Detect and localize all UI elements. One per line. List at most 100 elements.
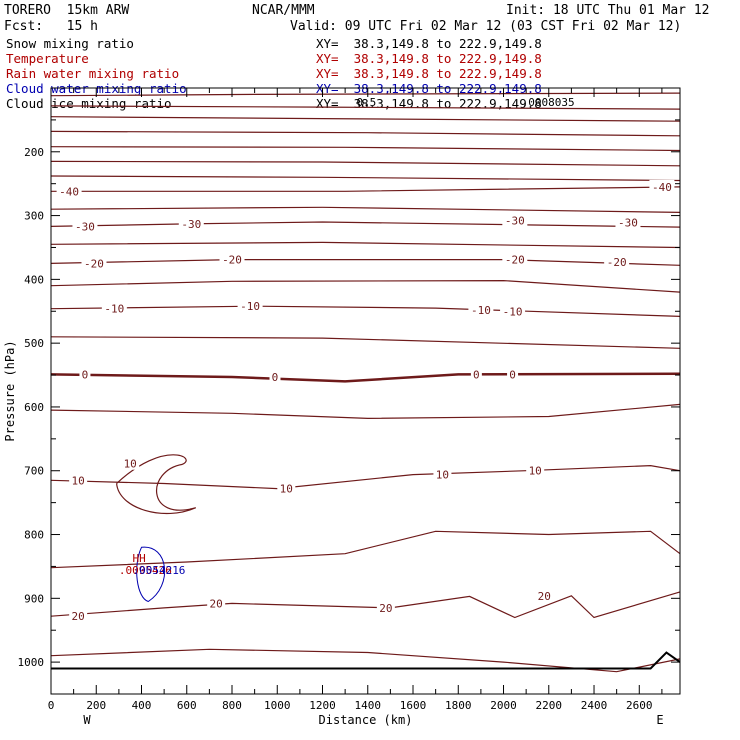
contour-label-bg [502, 213, 528, 227]
contour-label-bg [433, 467, 452, 481]
legend-item-0: Snow mixing ratio [6, 36, 134, 51]
annotation-label: .0095426 [119, 564, 172, 577]
init-time: Init: 18 UTC Thu 01 Mar 12 [506, 3, 710, 18]
contour-label: 10 [436, 469, 449, 482]
model-title: TORERO 15km ARW [4, 3, 130, 18]
contour-label-bg [604, 255, 630, 269]
x-tick-label: 600 [177, 699, 197, 712]
annotation-label: .0054216 [132, 564, 185, 577]
east-label: E [656, 713, 663, 727]
x-tick-label: 0 [48, 699, 55, 712]
contour-line [50, 259, 681, 266]
contour-label-bg [376, 600, 395, 614]
annotation-label: .0008035 [522, 96, 575, 109]
legend-item-2: Rain water mixing ratio [6, 66, 180, 81]
contour-label: 0 [509, 368, 516, 381]
contour-line [50, 146, 681, 152]
contour-label-bg [121, 456, 140, 470]
contour-label-bg [237, 299, 263, 313]
contour-label-bg [470, 367, 482, 381]
x-tick-label: 2200 [536, 699, 563, 712]
contour-label: -10 [503, 305, 523, 318]
contour-label: -10 [240, 300, 260, 313]
contour-label: -20 [607, 256, 627, 269]
contour-label-bg [649, 179, 675, 193]
contour-label: 10 [280, 483, 293, 496]
contour-label-bg [535, 588, 554, 602]
contour-line [50, 591, 681, 619]
contour-label: 20 [538, 590, 551, 603]
x-tick-label: 1800 [445, 699, 472, 712]
contour-label-bg [69, 473, 88, 487]
contour-label: 10 [72, 474, 85, 487]
cloud-water-contour [136, 546, 165, 603]
contour-label-bg [81, 256, 107, 270]
contour-label-bg [269, 369, 281, 383]
contour-line [50, 175, 681, 182]
contour-label: -20 [84, 257, 104, 270]
west-label: W [83, 713, 91, 727]
y-tick-label: 600 [24, 401, 44, 414]
contour-line [50, 160, 681, 167]
legend-item-4: Cloud ice mixing ratio [6, 96, 172, 111]
contour-line [50, 105, 681, 110]
legend-xy-0: XY= 38.3,149.8 to 222.9,149.8 [316, 36, 542, 51]
contour-line [50, 305, 681, 317]
valid-time: Valid: 09 UTC Fri 02 Mar 12 (03 CST Fri … [290, 19, 682, 34]
contour-label-bg [72, 219, 98, 233]
x-tick-label: 1000 [264, 699, 291, 712]
contour-label-bg [468, 302, 494, 316]
contour-label-bg [101, 301, 127, 315]
terrain-line [51, 651, 681, 670]
y-tick-label: 200 [24, 146, 44, 159]
contour-label: 0 [473, 368, 480, 381]
contour-label: -20 [222, 254, 242, 267]
x-tick-label: 1600 [400, 699, 427, 712]
contour-line [50, 530, 681, 569]
contour-loop [116, 454, 197, 515]
x-tick-label: 2400 [581, 699, 608, 712]
contour-label: 10 [124, 458, 137, 471]
forecast-hour: Fcst: 15 h [4, 19, 98, 34]
contour-label: -10 [104, 303, 124, 316]
contour-label-bg [219, 252, 245, 266]
contour-label: 10 [529, 465, 542, 478]
contour-line [50, 241, 681, 249]
y-tick-label: 900 [24, 592, 44, 605]
y-tick-label: 500 [24, 337, 44, 350]
contour-label: 0 [272, 371, 279, 384]
y-tick-label: 400 [24, 273, 44, 286]
x-tick-label: 2000 [490, 699, 517, 712]
x-tick-label: 200 [86, 699, 106, 712]
contour-line [50, 403, 681, 420]
contour-label: 20 [72, 610, 85, 623]
contour-labels: -40 -40-30 -30 -30 -30-20 -20 -20 -20-10 -10 -10-… [56, 96, 675, 623]
contour-label-bg [277, 481, 296, 495]
y-tick-label: 300 [24, 210, 44, 223]
legend-item-1: Temperature [6, 51, 89, 66]
contour-label-bg [207, 596, 226, 610]
contour-line [50, 206, 681, 213]
x-tick-label: 800 [222, 699, 242, 712]
contour-label: -20 [505, 254, 525, 267]
contour-label-bg [500, 304, 526, 318]
x-tick-label: 1200 [309, 699, 336, 712]
contour-label: 20 [379, 602, 392, 615]
contour-label: -40 [59, 185, 79, 198]
contour-label: -30 [505, 215, 525, 228]
contour-line [50, 464, 681, 490]
contour-line [50, 116, 681, 122]
contour-line [50, 648, 681, 673]
contour-label-bg [178, 216, 204, 230]
contour-label-bg [56, 184, 82, 198]
contour-label: 20 [210, 597, 223, 610]
contour-label: 0 [82, 368, 89, 381]
contour-label: -30 [181, 218, 201, 231]
contour-label-bg [69, 609, 88, 623]
contour-line [50, 372, 681, 383]
contour-line [50, 279, 681, 293]
contour-label-bg [502, 252, 528, 266]
x-tick-label: 400 [132, 699, 152, 712]
